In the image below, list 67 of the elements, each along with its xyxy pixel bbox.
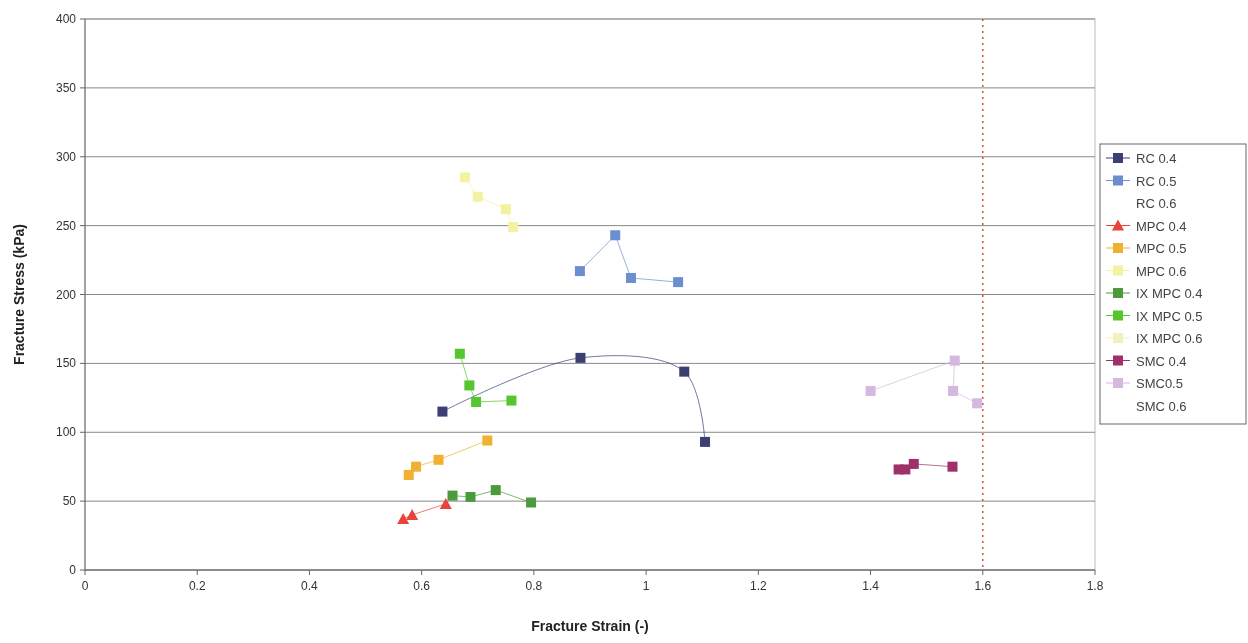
- point: [506, 395, 517, 406]
- point: [508, 222, 519, 232]
- point: [574, 266, 585, 277]
- point: [454, 348, 465, 359]
- text: SMC 0.6: [1136, 398, 1187, 414]
- point: [625, 272, 636, 283]
- y-tick-label: 50: [62, 494, 77, 509]
- point: [465, 491, 476, 502]
- point: [972, 398, 983, 409]
- point: [403, 469, 414, 480]
- x-tick-label: 1.6: [974, 579, 992, 593]
- x-tick-label: 0.8: [525, 579, 543, 593]
- point: [908, 458, 919, 469]
- point: [447, 490, 458, 501]
- legend-label: IX MPC 0.6: [1136, 331, 1203, 346]
- point: [397, 513, 410, 525]
- x-tick-label: 1.4: [862, 579, 880, 593]
- y-tick-label: 400: [55, 12, 77, 26]
- point: [526, 497, 537, 508]
- point: [439, 497, 452, 509]
- x-tick-label: 0: [81, 579, 89, 593]
- point: [948, 385, 959, 396]
- point: [482, 435, 493, 446]
- point: [437, 406, 448, 417]
- y-tick-label: 250: [55, 218, 77, 233]
- legend-label: IX MPC 0.5: [1136, 308, 1203, 324]
- point: [433, 454, 444, 465]
- point: [472, 191, 483, 202]
- y-tick-label: 300: [55, 149, 77, 164]
- y-tick-label: 150: [55, 356, 77, 371]
- legend-label: IX MPC 0.4: [1136, 286, 1203, 301]
- x-axis-title: Fracture Strain (-): [531, 618, 649, 634]
- point: [679, 366, 690, 377]
- legend-label: RC 0.5: [1136, 173, 1177, 189]
- y-tick-label: 100: [55, 425, 77, 440]
- point: [575, 352, 586, 363]
- x-tick-label: 0.6: [413, 579, 431, 593]
- point: [949, 355, 960, 366]
- point: [610, 230, 621, 241]
- point: [406, 508, 419, 520]
- legend-label: MPC 0.6: [1136, 263, 1187, 279]
- legend-label: SMC 0.4: [1136, 353, 1187, 369]
- y-tick-label: 200: [55, 287, 77, 302]
- x-tick-label: 1.2: [749, 579, 767, 593]
- point: [947, 461, 958, 472]
- x-tick-label: 1: [642, 579, 650, 593]
- legend-label: SMC0.5: [1136, 376, 1183, 391]
- point: [459, 172, 470, 183]
- text: RC 0.6: [1136, 196, 1177, 211]
- y-tick-label: 0: [69, 563, 77, 577]
- point: [500, 204, 511, 215]
- point: [464, 380, 475, 391]
- point: [411, 461, 422, 472]
- y-tick-label: 350: [55, 80, 77, 95]
- point: [471, 396, 482, 407]
- legend-label: MPC 0.4: [1136, 218, 1187, 234]
- x-tick-label: 1.8: [1086, 579, 1104, 593]
- legend-label: MPC 0.5: [1136, 241, 1187, 256]
- y-axis-title: Fracture Stress (kPa): [11, 224, 27, 365]
- legend-label: RC 0.4: [1136, 151, 1177, 166]
- point: [865, 385, 876, 396]
- point: [900, 464, 911, 475]
- x-tick-label: 0.4: [301, 579, 319, 593]
- x-tick-label: 0.2: [188, 579, 206, 593]
- point: [673, 277, 684, 288]
- point: [490, 485, 501, 496]
- point: [700, 436, 711, 447]
